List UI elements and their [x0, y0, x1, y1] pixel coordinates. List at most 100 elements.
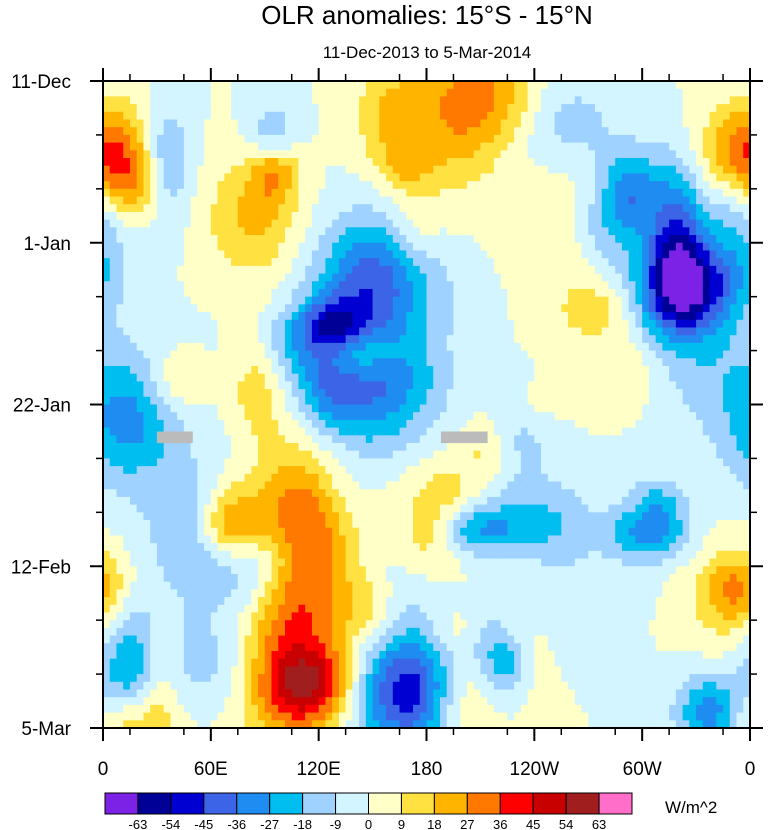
heatmap-cell — [318, 412, 327, 421]
heatmap-cell — [318, 227, 327, 236]
heatmap-cell — [514, 81, 522, 90]
heatmap-cell — [514, 227, 522, 236]
heatmap-cell — [439, 81, 448, 90]
heatmap-cell — [608, 81, 616, 90]
heatmap-cell — [568, 265, 576, 275]
heatmap-cell — [507, 96, 515, 105]
heatmap-cell — [271, 458, 279, 467]
heatmap-cell — [204, 450, 212, 460]
heatmap-cell — [338, 312, 347, 321]
heatmap-cell — [318, 273, 327, 282]
heatmap-cell — [271, 96, 279, 105]
heatmap-cell — [177, 196, 185, 205]
heatmap-cell — [204, 419, 212, 429]
heatmap-cell — [568, 312, 576, 321]
heatmap-cell — [574, 443, 583, 452]
heatmap-cell — [527, 427, 535, 436]
heatmap-cell — [271, 327, 279, 336]
heatmap-cell — [601, 96, 610, 105]
heatmap-cell — [473, 250, 482, 259]
heatmap-cell — [163, 188, 171, 198]
heatmap-cell — [736, 127, 744, 136]
heatmap-cell — [406, 342, 414, 352]
heatmap-cell — [311, 104, 320, 113]
heatmap-cell — [150, 458, 158, 467]
heatmap-cell — [311, 435, 320, 444]
heatmap-cell — [534, 204, 542, 213]
heatmap-cell — [345, 196, 353, 205]
heatmap-cell — [507, 88, 515, 97]
heatmap-cell — [723, 396, 731, 406]
heatmap-cell — [608, 235, 616, 244]
heatmap-cell — [723, 273, 731, 282]
heatmap-cell — [561, 412, 569, 421]
heatmap-cell — [547, 111, 556, 121]
heatmap-cell — [682, 127, 690, 136]
heatmap-cell — [116, 96, 124, 105]
heatmap-cell — [520, 319, 529, 329]
heatmap-cell — [305, 219, 313, 228]
heatmap-cell — [561, 273, 569, 282]
heatmap-cell — [439, 88, 448, 97]
heatmap-cell — [271, 288, 279, 298]
heatmap-cell — [534, 119, 542, 128]
heatmap-cell — [392, 111, 401, 121]
heatmap-cell — [251, 327, 259, 336]
heatmap-cell — [520, 443, 529, 452]
heatmap-cell — [453, 273, 461, 282]
heatmap-cell — [224, 250, 232, 259]
heatmap-cell — [136, 204, 145, 213]
heatmap-cell — [379, 196, 387, 205]
heatmap-cell — [379, 258, 387, 267]
heatmap-cell — [466, 396, 475, 406]
heatmap-cell — [541, 358, 549, 367]
heatmap-cell — [204, 296, 212, 305]
heatmap-cell — [547, 412, 556, 421]
heatmap-cell — [642, 327, 650, 336]
heatmap-cell — [669, 281, 677, 290]
heatmap-cell — [177, 458, 185, 467]
heatmap-cell — [365, 88, 374, 97]
heatmap-cell — [278, 350, 286, 359]
heatmap-cell — [163, 281, 171, 290]
heatmap-cell — [628, 358, 637, 367]
heatmap-cell — [413, 188, 421, 198]
heatmap-cell — [231, 204, 239, 213]
heatmap-cell — [541, 158, 549, 167]
heatmap-cell — [359, 412, 367, 421]
heatmap-cell — [258, 111, 266, 121]
heatmap-cell — [197, 188, 205, 198]
heatmap-cell — [116, 242, 124, 252]
heatmap-cell — [237, 265, 246, 275]
heatmap-cell — [696, 450, 704, 460]
heatmap-cell — [392, 81, 401, 90]
heatmap-cell — [702, 227, 711, 236]
heatmap-cell — [446, 134, 455, 144]
heatmap-cell — [439, 304, 448, 313]
heatmap-cell — [669, 443, 677, 452]
heatmap-cell — [150, 219, 158, 228]
heatmap-cell — [547, 250, 556, 259]
heatmap-cell — [426, 358, 434, 367]
heatmap-cell — [547, 273, 556, 282]
heatmap-cell — [520, 365, 529, 375]
heatmap-cell — [244, 412, 252, 421]
heatmap-cell — [419, 342, 428, 352]
heatmap-cell — [608, 412, 616, 421]
heatmap-cell — [271, 181, 279, 190]
heatmap-cell — [190, 427, 198, 436]
heatmap-cell — [487, 242, 495, 252]
heatmap-cell — [514, 134, 522, 144]
heatmap-cell — [123, 458, 131, 467]
heatmap-cell — [561, 381, 569, 390]
heatmap-cell — [258, 134, 266, 144]
heatmap-cell — [480, 242, 488, 252]
heatmap-cell — [311, 381, 320, 390]
heatmap-cell — [392, 381, 401, 390]
heatmap-cell — [365, 312, 374, 321]
heatmap-cell — [291, 327, 300, 336]
heatmap-cell — [338, 335, 347, 344]
heatmap-cell — [466, 211, 475, 221]
heatmap-cell — [143, 127, 151, 136]
heatmap-cell — [224, 96, 232, 105]
